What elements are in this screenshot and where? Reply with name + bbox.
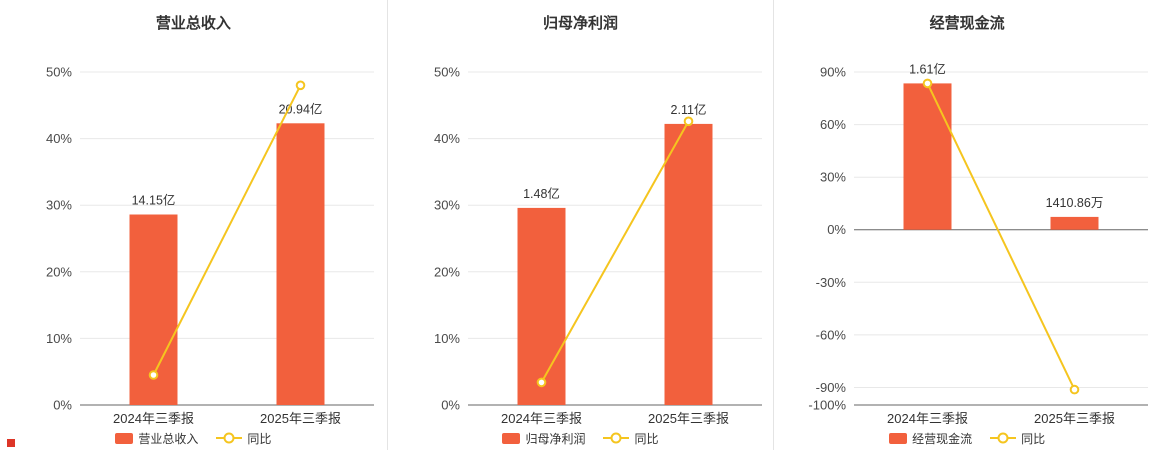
svg-text:-30%: -30%	[816, 275, 847, 290]
svg-text:10%: 10%	[46, 331, 72, 346]
svg-text:1.61亿: 1.61亿	[909, 61, 946, 76]
line-swatch-icon	[216, 432, 243, 444]
legend-item-bar-series[interactable]: 归母净利润	[502, 430, 585, 447]
svg-text:20%: 20%	[434, 264, 460, 279]
svg-text:30%: 30%	[820, 170, 846, 185]
svg-text:50%: 50%	[46, 65, 72, 80]
svg-text:10%: 10%	[434, 331, 460, 346]
bar-swatch-icon	[889, 432, 908, 444]
svg-text:2024年三季报: 2024年三季报	[501, 411, 582, 426]
svg-text:2.11亿: 2.11亿	[670, 102, 706, 117]
chart-title-operating-cash-flow: 经营现金流	[929, 15, 1005, 32]
legend-label-bar: 营业总收入	[138, 431, 199, 446]
panel-operating-cash-flow: 经营现金流 90% 60% 30% 0% -30% -60% -90% -100% 1.61亿 1…	[773, 0, 1160, 450]
legend-label-line: 同比	[1021, 431, 1046, 446]
legend-item-line-series[interactable]: 同比	[990, 430, 1045, 447]
legend-label-bar: 经营现金流	[912, 431, 973, 446]
svg-text:1410.86万: 1410.86万	[1046, 196, 1104, 210]
line-swatch-icon	[603, 432, 630, 444]
svg-text:-90%: -90%	[816, 380, 847, 395]
line-dot-icon	[997, 432, 1009, 444]
panel-total-revenue: 营业总收入 50% 40% 30% 20% 10% 0% 14.15亿 20.94亿 2024年…	[0, 0, 387, 450]
line-dot-icon	[610, 432, 622, 444]
corner-mark-icon	[7, 439, 15, 447]
chart-title-total-revenue: 营业总收入	[155, 15, 231, 32]
svg-text:-60%: -60%	[816, 327, 847, 342]
chart-title-net-profit: 归母净利润	[542, 15, 618, 32]
legend-item-line-series[interactable]: 同比	[603, 430, 659, 447]
legend-label-line: 同比	[247, 431, 272, 446]
svg-text:0%: 0%	[441, 398, 460, 413]
legend-label-line: 同比	[634, 431, 659, 446]
legend-item-bar-series[interactable]: 经营现金流	[889, 430, 972, 447]
svg-text:2024年三季报: 2024年三季报	[113, 411, 194, 426]
legend-item-bar-series[interactable]: 营业总收入	[115, 430, 198, 447]
svg-text:20%: 20%	[46, 264, 72, 279]
operating-cash-flow-chart: 90% 60% 30% 0% -30% -60% -90% -100% 1.61亿 1410.86…	[809, 61, 1149, 426]
bar-swatch-icon	[115, 432, 134, 444]
svg-text:2025年三季报: 2025年三季报	[260, 411, 341, 426]
legend-net-profit: 归母净利润 同比	[388, 428, 774, 448]
line-dot-icon	[223, 432, 235, 444]
svg-text:40%: 40%	[46, 131, 72, 146]
legend-label-bar: 归母净利润	[525, 431, 586, 446]
svg-text:1.48亿: 1.48亿	[523, 186, 560, 201]
legend-item-line-series[interactable]: 同比	[216, 430, 271, 447]
bar-swatch-icon	[502, 432, 521, 444]
net-profit-chart: 50% 40% 30% 20% 10% 0% 1.48亿 2.11亿 2024年三季报 2025年…	[434, 65, 762, 426]
svg-text:2025年三季报: 2025年三季报	[1034, 411, 1115, 426]
svg-text:2024年三季报: 2024年三季报	[887, 411, 968, 426]
svg-text:30%: 30%	[434, 198, 460, 213]
svg-text:14.15亿: 14.15亿	[132, 193, 176, 208]
legend-operating-cash-flow: 经营现金流 同比	[774, 428, 1160, 448]
svg-text:-100%: -100%	[809, 398, 847, 413]
svg-text:0%: 0%	[54, 398, 73, 413]
svg-text:60%: 60%	[820, 117, 846, 132]
svg-text:90%: 90%	[820, 65, 846, 80]
svg-text:50%: 50%	[434, 65, 460, 80]
svg-text:40%: 40%	[434, 131, 460, 146]
line-swatch-icon	[990, 432, 1017, 444]
panel-net-profit: 归母净利润 50% 40% 30% 20% 10% 0% 1.48亿 2.11亿 2024年三季…	[386, 0, 774, 450]
svg-text:30%: 30%	[46, 198, 72, 213]
svg-text:0%: 0%	[828, 222, 847, 237]
legend-total-revenue: 营业总收入 同比	[0, 428, 387, 448]
svg-text:2025年三季报: 2025年三季报	[648, 411, 729, 426]
